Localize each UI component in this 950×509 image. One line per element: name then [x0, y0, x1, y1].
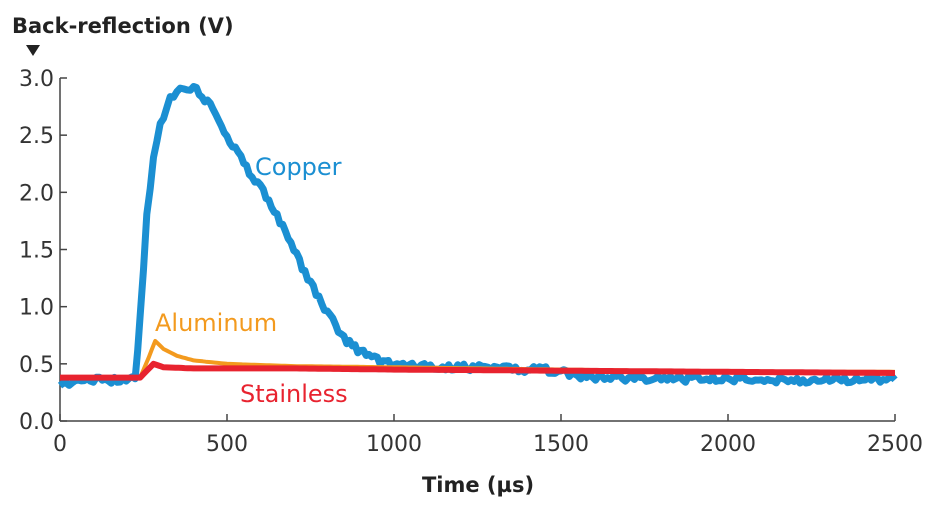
y-axis-label: Back-reflection (V): [12, 14, 234, 38]
x-tick-label: 2500: [867, 432, 923, 457]
label-copper: Copper: [255, 153, 342, 181]
x-tick-label: 2000: [700, 432, 756, 457]
x-tick-label: 1500: [533, 432, 589, 457]
x-tick-label: 0: [53, 432, 67, 457]
series-line-copper: [60, 87, 895, 386]
y-axis-arrow-icon: [26, 45, 40, 56]
y-tick-label: 3.0: [19, 67, 54, 92]
label-stainless: Stainless: [240, 380, 348, 408]
y-tick-label: 1.0: [19, 296, 54, 321]
x-tick-label: 1000: [366, 432, 422, 457]
x-tick-label: 500: [206, 432, 248, 457]
y-tick-label: 0.0: [19, 410, 54, 435]
y-tick-label: 1.5: [19, 239, 54, 264]
y-tick-label: 0.5: [19, 353, 54, 378]
x-axis-label: Time (µs): [422, 473, 534, 497]
label-aluminum: Aluminum: [155, 309, 277, 337]
y-tick-label: 2.0: [19, 181, 54, 206]
y-tick-label: 2.5: [19, 124, 54, 149]
